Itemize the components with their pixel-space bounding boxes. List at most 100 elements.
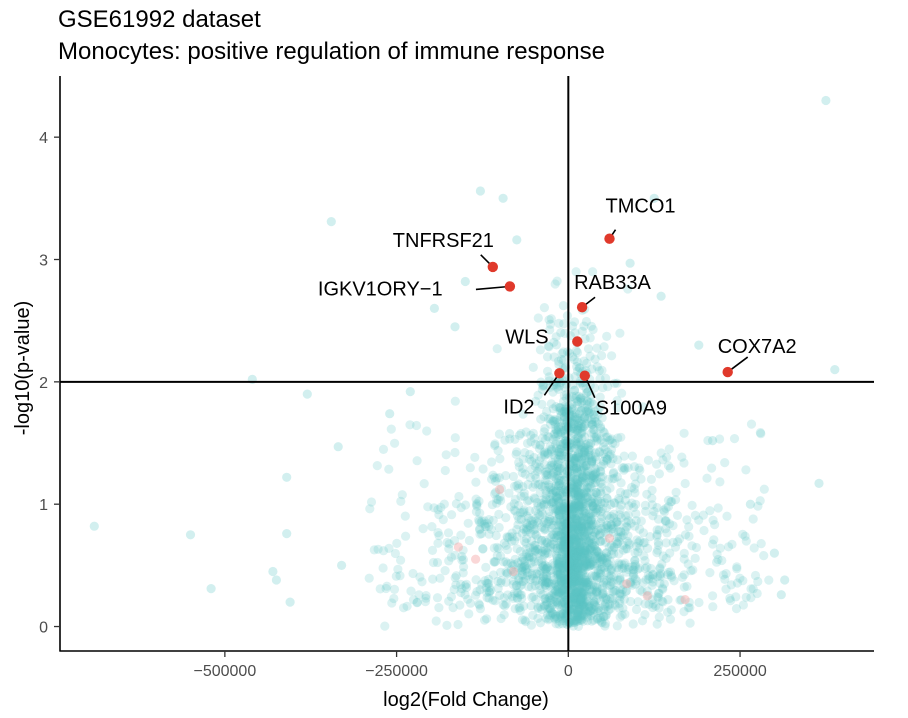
data-point [655,563,665,573]
data-point [499,538,509,548]
data-point [526,456,537,466]
data-point [632,576,642,586]
data-point [559,319,569,329]
data-point [570,495,580,506]
data-point [396,496,406,506]
data-point [450,433,460,443]
data-point [722,511,732,521]
data-point [568,559,578,569]
data-point [549,539,559,550]
data-point [585,561,595,571]
data-point [613,520,623,530]
data-point [555,511,565,521]
data-point [544,549,554,559]
data-point [578,546,589,556]
data-point [537,557,547,567]
data-point [588,503,599,513]
data-point [551,474,561,484]
data-point [582,358,592,368]
data-point [525,454,535,464]
data-point [576,537,586,548]
data-point [652,503,662,513]
data-point [624,540,635,550]
data-point [513,558,523,568]
data-point [576,588,586,598]
data-point [589,571,600,581]
data-point [672,510,683,520]
data-point [556,521,566,532]
data-point [570,490,581,500]
data-point [605,556,615,567]
data-point [587,498,597,508]
data-point [549,429,559,439]
data-point [505,532,515,542]
data-point [569,355,579,365]
data-point [364,573,374,583]
data-point [541,613,551,623]
data-point [560,534,570,544]
data-point [655,570,665,580]
data-point [572,588,583,598]
data-point [571,598,581,609]
data-point [584,588,594,598]
data-point [543,577,553,588]
data-point [572,612,582,622]
data-point [577,601,587,611]
data-point [575,493,586,503]
data-point [662,528,672,538]
data-point [605,500,616,510]
x-axis-title: log2(Fold Change) [383,689,549,711]
data-point [581,599,591,609]
data-point [579,321,589,331]
data-point [548,387,558,397]
data-point [570,551,581,561]
data-point [484,529,494,539]
data-point [559,615,569,626]
data-point [587,580,598,590]
data-point [573,606,583,616]
data-point [456,530,466,540]
data-point [574,502,584,512]
data-point [480,615,490,625]
data-point [528,573,539,584]
data-point [501,540,511,551]
data-point [515,581,525,591]
data-point [608,521,618,532]
data-point [568,573,578,583]
data-point [606,511,616,521]
data-point [578,563,589,573]
data-point [582,543,592,553]
data-point [570,455,580,465]
data-point [486,585,496,596]
data-point [612,563,622,573]
data-point [584,606,594,617]
data-point [369,545,379,555]
data-point [538,561,549,572]
data-point [589,582,600,592]
data-point [571,564,581,574]
data-point [558,521,568,531]
data-point [574,548,584,559]
data-point [573,608,583,618]
data-point [487,474,497,484]
data-point [558,576,569,586]
data-point [573,560,583,570]
data-point [572,547,582,558]
gene-label: ID2 [503,396,534,418]
data-point [540,578,550,588]
data-point [534,580,545,590]
data-point [587,498,598,508]
data-point [573,420,583,431]
data-point [530,479,540,489]
data-point [638,538,649,548]
data-point [570,568,580,579]
data-point [590,407,600,417]
data-point [687,500,697,510]
highlighted-gene-point [576,302,588,313]
data-point [581,512,591,522]
data-point [555,451,565,461]
data-point [536,502,546,512]
y-tick-label: 1 [39,497,48,514]
data-point [518,552,528,563]
data-point [600,498,610,508]
